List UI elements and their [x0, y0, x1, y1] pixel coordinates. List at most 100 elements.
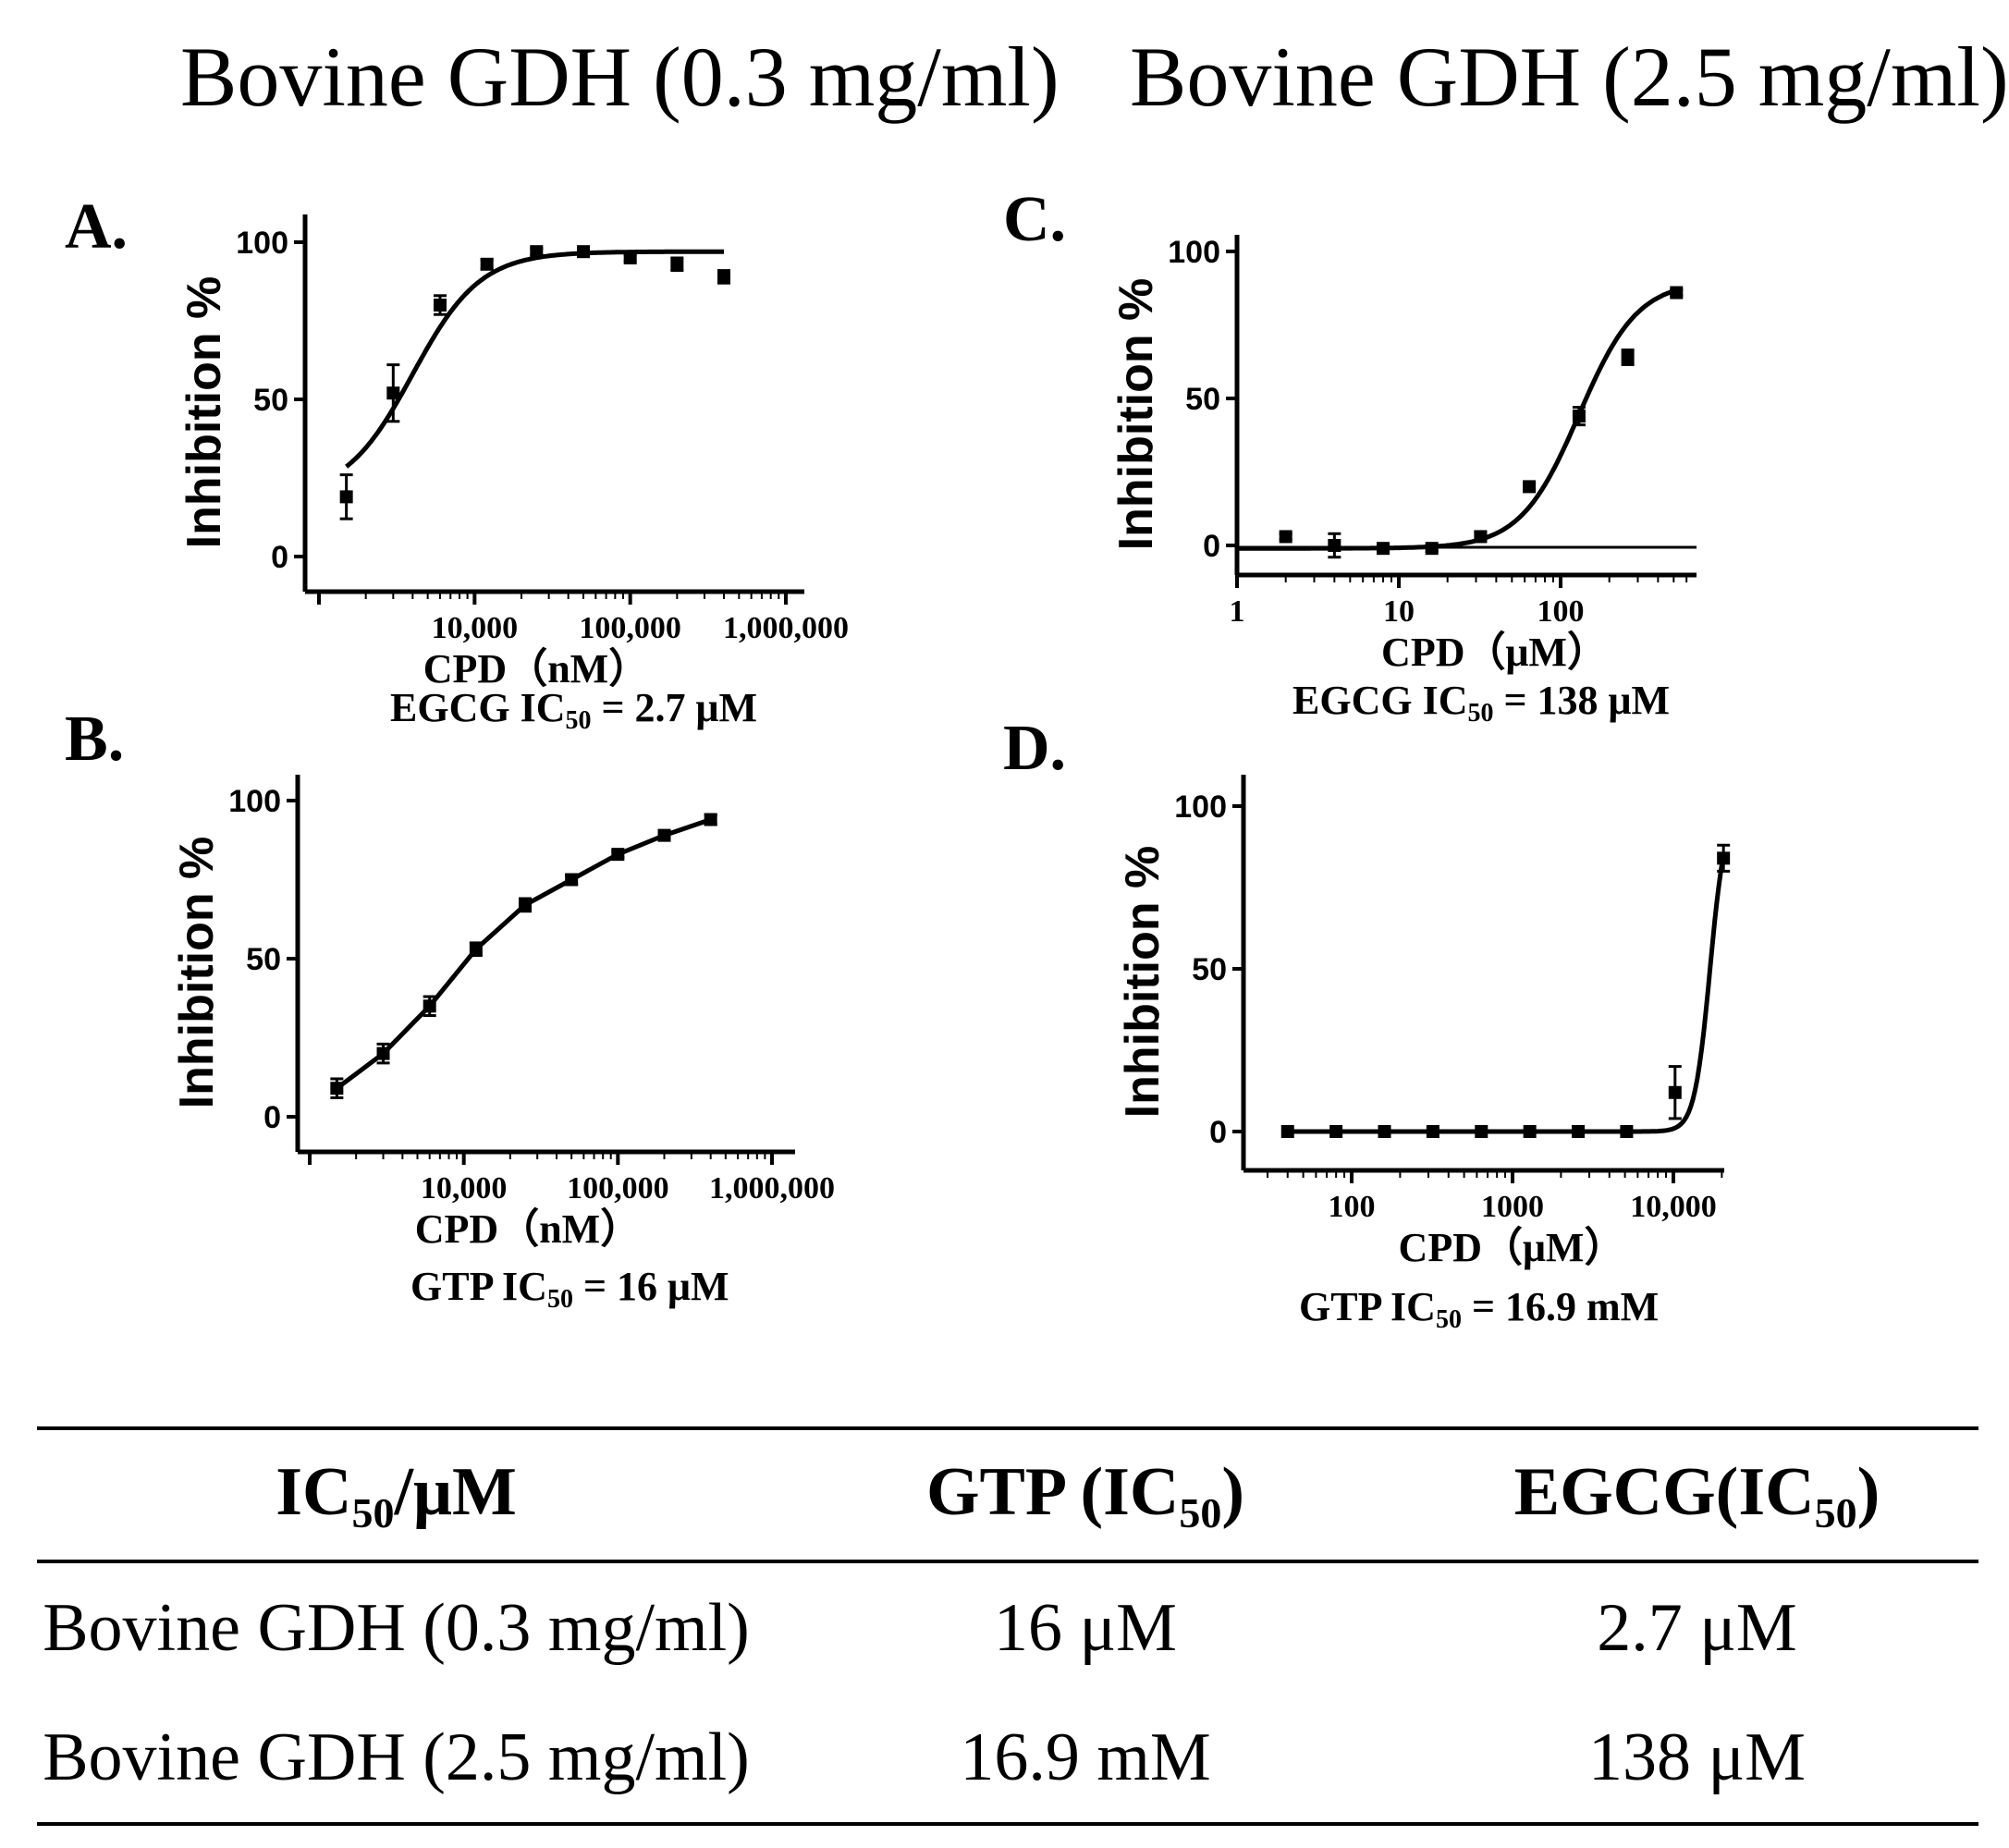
- data-point: [1279, 530, 1292, 544]
- caption-compound: GTP: [1299, 1284, 1381, 1329]
- data-point: [1572, 1125, 1586, 1138]
- x-axis-label: CPD（nM）: [415, 1206, 641, 1252]
- x-tick-label: 100,000: [567, 1171, 669, 1205]
- data-point: [433, 294, 447, 316]
- point-marker: [623, 251, 637, 264]
- data-point: [704, 813, 717, 826]
- x-tick-label: 10,000: [1630, 1190, 1717, 1224]
- point-marker: [576, 245, 590, 259]
- point-marker: [330, 1082, 344, 1095]
- caption-ic: IC: [502, 1264, 547, 1309]
- data-point: [1426, 1125, 1439, 1138]
- y-tick-label: 50: [246, 942, 281, 977]
- data-point: [623, 251, 637, 264]
- x-tick-label: 1,000,000: [709, 1171, 835, 1205]
- point-marker: [530, 245, 544, 259]
- point-marker: [1475, 1125, 1488, 1138]
- data-point: [576, 245, 590, 259]
- x-axis-label: CPD（μM）: [1381, 630, 1608, 675]
- chart-caption-b: GTP IC50 = 16 μM: [410, 1263, 729, 1315]
- y-axis-label: Inhibition %: [178, 276, 231, 549]
- data-point: [670, 256, 684, 273]
- point-marker: [611, 848, 625, 862]
- point-marker: [1426, 1125, 1439, 1138]
- data-point: [1475, 1125, 1488, 1138]
- point-marker: [1620, 1125, 1634, 1138]
- data-point: [1329, 1125, 1343, 1138]
- panel-label-d: D.: [1003, 713, 1067, 784]
- column-title-left: Bovine GDH (0.3 mg/ml): [180, 30, 1060, 124]
- y-tick-label: 50: [253, 383, 288, 418]
- y-tick-label: 0: [1203, 529, 1220, 564]
- x-tick-label: 10: [1383, 594, 1415, 629]
- data-point: [657, 828, 671, 842]
- data-point: [565, 873, 579, 887]
- data-point: [423, 995, 436, 1018]
- point-marker: [386, 386, 400, 400]
- data-point: [339, 473, 353, 520]
- x-tick-label: 100: [1537, 594, 1585, 629]
- data-point: [330, 1077, 344, 1099]
- point-marker: [1717, 851, 1731, 865]
- point-marker: [1523, 1125, 1537, 1138]
- point-marker: [1377, 542, 1390, 556]
- table-cell-gtp: 16.9 mM: [960, 1719, 1211, 1795]
- point-marker: [1280, 1125, 1294, 1138]
- x-tick-label: 100,000: [579, 611, 681, 645]
- point-marker: [670, 257, 684, 271]
- point-marker: [1621, 350, 1635, 364]
- data-point: [1668, 1065, 1682, 1120]
- point-marker: [1474, 530, 1488, 544]
- point-marker: [1425, 542, 1439, 556]
- data-point: [1621, 349, 1635, 366]
- x-tick-label: 10,000: [432, 611, 519, 645]
- x-tick-label: 1: [1230, 594, 1245, 629]
- data-point: [1717, 843, 1731, 873]
- data-point: [1474, 530, 1488, 544]
- x-axis-label: CPD（μM）: [1399, 1225, 1625, 1270]
- x-tick-label: 10,000: [421, 1171, 508, 1205]
- x-tick-label: 100: [1329, 1190, 1376, 1224]
- caption-ic-sub: 50: [546, 1285, 573, 1314]
- fit-curve: [1237, 288, 1678, 551]
- data-point: [717, 269, 731, 285]
- data-point: [386, 363, 400, 423]
- x-tick-label: 1,000,000: [723, 611, 849, 645]
- table-header-ic50: IC50/μM: [276, 1453, 517, 1536]
- table-cell-label: Bovine GDH (0.3 mg/ml): [43, 1589, 750, 1666]
- data-point: [1425, 542, 1439, 556]
- point-marker: [704, 813, 717, 826]
- fit-curve: [1287, 854, 1726, 1134]
- caption-ic: IC: [1422, 678, 1468, 723]
- column-title-right: Bovine GDH (2.5 mg/ml): [1130, 30, 2009, 124]
- y-axis-label: Inhibition %: [1116, 846, 1170, 1119]
- chart-caption-a: EGCG IC50 = 2.7 μM: [390, 684, 757, 736]
- x-axis-label: CPD（nM）: [423, 646, 649, 691]
- data-point: [1523, 1125, 1537, 1138]
- chart-caption-d: GTP IC50 = 16.9 mM: [1299, 1283, 1659, 1335]
- point-marker: [717, 270, 731, 284]
- caption-value: = 16.9 mM: [1471, 1284, 1660, 1329]
- caption-compound: EGCG: [1292, 678, 1413, 723]
- point-marker: [1328, 539, 1341, 552]
- point-marker: [469, 942, 483, 956]
- y-tick-label: 50: [1192, 952, 1227, 987]
- caption-ic-sub: 50: [565, 706, 592, 735]
- data-point: [530, 245, 544, 259]
- table-header-row: IC50/μM GTP (IC50) EGCG(IC50): [37, 1428, 1978, 1561]
- point-marker: [339, 490, 353, 504]
- data-point: [480, 257, 494, 271]
- y-tick-label: 0: [271, 540, 288, 575]
- y-tick-label: 100: [236, 226, 288, 261]
- caption-value: = 16 μM: [582, 1264, 729, 1309]
- caption-ic-sub: 50: [1435, 1305, 1462, 1334]
- caption-ic: IC: [1390, 1284, 1436, 1329]
- point-marker: [1523, 480, 1537, 494]
- point-marker: [480, 257, 494, 271]
- chart-caption-c: EGCG IC50 = 138 μM: [1292, 677, 1670, 728]
- data-point: [1523, 480, 1537, 494]
- y-tick-label: 100: [1168, 235, 1220, 270]
- point-marker: [423, 999, 436, 1013]
- point-marker: [518, 898, 532, 912]
